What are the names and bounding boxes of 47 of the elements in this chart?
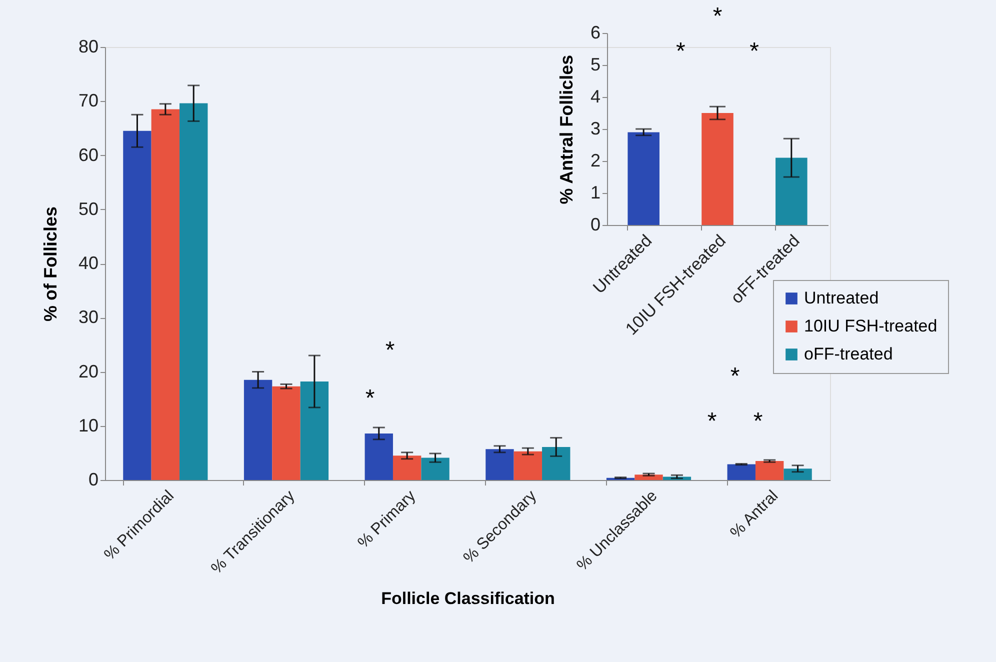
y-tick-label: 20 (78, 361, 98, 382)
annotation: * (750, 38, 760, 65)
y-tick-label: 2 (590, 150, 600, 170)
bar (244, 380, 272, 480)
y-tick-label: 80 (78, 36, 98, 56)
y-tick-label: 50 (78, 198, 98, 219)
bar (123, 130, 152, 480)
bar (702, 113, 734, 225)
y-tick-label: 70 (78, 90, 98, 111)
annotation: * (385, 337, 395, 364)
bar (392, 456, 422, 480)
annotation: * (676, 38, 686, 65)
bar (151, 109, 180, 480)
bar (776, 158, 808, 225)
x-axis-title: Follicle Classification (381, 588, 555, 608)
y-tick-label: 60 (78, 144, 98, 165)
bar (784, 468, 812, 480)
y-tick-label: 40 (78, 253, 98, 273)
bar (300, 381, 329, 480)
bar (542, 446, 570, 480)
bar (272, 386, 300, 480)
legend-label: oFF-treated (804, 344, 893, 364)
y-tick-label: 1 (590, 182, 600, 202)
annotation: * (753, 408, 763, 435)
legend-label: 10IU FSH-treated (804, 316, 938, 336)
y-tick-label: 3 (590, 118, 600, 138)
y-axis-title: % of Follicles (40, 206, 60, 322)
annotation: * (365, 385, 375, 412)
y-tick-label: 30 (78, 307, 98, 328)
y-axis-title: % Antral Follicles (556, 54, 576, 204)
y-tick-label: 4 (590, 86, 600, 106)
bar (364, 433, 393, 480)
bar (486, 449, 514, 480)
y-tick-label: 0 (88, 470, 98, 490)
y-tick-label: 6 (590, 22, 600, 42)
bar (628, 132, 660, 225)
annotation: * (707, 408, 717, 435)
y-tick-label: 0 (590, 214, 600, 234)
y-tick-label: 10 (78, 415, 98, 436)
text: * (712, 3, 722, 30)
bar (421, 458, 450, 480)
bar (180, 103, 208, 480)
bar (727, 464, 756, 480)
bar (755, 461, 784, 480)
bar (514, 451, 542, 480)
annotation: * (730, 363, 740, 390)
y-tick-label: 5 (590, 54, 600, 74)
